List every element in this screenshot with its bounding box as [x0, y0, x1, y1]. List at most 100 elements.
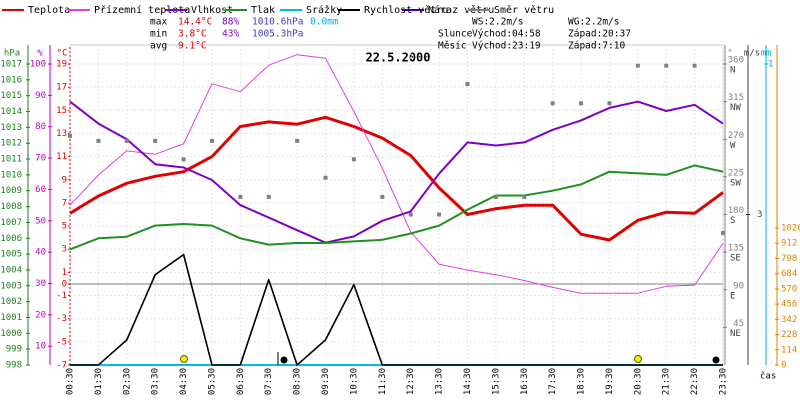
x-tick-label: 09:30 — [321, 368, 331, 395]
y-tick-label: 1017 — [0, 60, 22, 70]
marks — [26, 45, 779, 366]
y-tick-label: 0 — [781, 361, 786, 371]
direction-point — [692, 63, 697, 68]
y-tick-label: 1 — [768, 60, 773, 70]
compass-label: N — [730, 66, 735, 76]
stat-value: 9.1°C — [178, 41, 207, 52]
y-tick-label: 1011 — [0, 155, 22, 165]
y-tick-label: 1007 — [0, 218, 22, 228]
y-tick-label: 1001 — [0, 313, 22, 323]
y-tick-label: 456 — [781, 300, 797, 310]
x-tick-label: 22:30 — [690, 368, 700, 395]
stat-value: 1005.3hPa — [252, 29, 303, 40]
direction-point — [635, 63, 640, 68]
x-tick-label: 02:30 — [122, 368, 132, 395]
compass-label: SW — [730, 178, 741, 188]
stat-value: 88% — [222, 17, 239, 28]
y-tick-label: 1005 — [0, 250, 22, 260]
y-tick-label: 40 — [35, 248, 46, 258]
y-tick-label: 912 — [781, 239, 797, 249]
legend-label: Tlak — [251, 5, 275, 16]
x-tick-label: 07:30 — [264, 368, 274, 395]
sunset-marker — [634, 355, 642, 363]
x-tick-label: 15:30 — [491, 368, 501, 395]
direction-point — [437, 212, 442, 217]
y-tick-label: 45 — [733, 319, 744, 329]
x-tick-label: 10:30 — [349, 368, 359, 395]
y-tick-label: 1026 — [781, 223, 800, 233]
stat-value: avg — [150, 41, 167, 52]
compass-label: E — [730, 291, 735, 301]
stat-value: 0.0mm — [310, 17, 339, 28]
sunrise-marker — [180, 355, 188, 363]
axis-title: m/s — [744, 49, 760, 59]
y-tick-label: 315 — [728, 93, 744, 103]
compass-label: NE — [730, 329, 741, 339]
y-tick-label: -1 — [56, 291, 67, 301]
y-tick-label: 13 — [56, 129, 67, 139]
x-tick-label: 12:30 — [406, 368, 416, 395]
legend-label: Přízemní teplota — [94, 4, 190, 16]
moon-info: Západ:7:10 — [568, 41, 625, 52]
direction-point — [579, 101, 584, 106]
sun-info: Východ:04:58 — [472, 29, 541, 40]
y-tick-label: 90 — [733, 281, 744, 291]
y-tick-label: 1004 — [0, 265, 22, 275]
y-tick-label: -5 — [56, 337, 67, 347]
x-tick-label: 00:30 — [66, 368, 76, 395]
plot-area — [69, 44, 724, 366]
direction-point — [96, 138, 101, 143]
direction-point — [380, 194, 385, 199]
y-tick-label: 80 — [35, 122, 46, 132]
series-line — [69, 164, 724, 251]
chart-title: 22.5.2000 — [365, 51, 430, 65]
y-tick-label: 30 — [35, 279, 46, 289]
x-tick-label: 06:30 — [236, 368, 246, 395]
direction-point — [181, 157, 186, 162]
y-tick-label: 225 — [728, 168, 744, 178]
axis-title: ° — [727, 49, 732, 59]
direction-point — [153, 138, 158, 143]
y-tick-label: 70 — [35, 154, 46, 164]
direction-point — [323, 175, 328, 180]
direction-point — [124, 138, 129, 143]
direction-point — [209, 138, 214, 143]
x-tick-label: 01:30 — [94, 368, 104, 395]
direction-point — [721, 230, 725, 235]
x-tick-label: 03:30 — [151, 368, 161, 395]
y-tick-label: 1006 — [0, 234, 22, 244]
y-tick-label: 1009 — [0, 186, 22, 196]
x-tick-label: 08:30 — [293, 368, 303, 395]
y-tick-label: 50 — [35, 216, 46, 226]
y-tick-label: 11 — [56, 152, 67, 162]
y-tick-label: 3 — [62, 245, 67, 255]
x-tick-label: 23:30 — [719, 368, 729, 395]
y-tick-label: 998 — [6, 361, 22, 371]
y-tick-label: 684 — [781, 269, 797, 279]
x-tick-label: 19:30 — [605, 368, 615, 395]
y-tick-label: 1012 — [0, 139, 22, 149]
y-tick-label: 17 — [56, 83, 67, 93]
y-tick-label: 360 — [728, 56, 744, 66]
axis-title: hPa — [4, 49, 20, 59]
y-tick-label: 15 — [56, 106, 67, 116]
y-tick-label: 135 — [728, 244, 744, 254]
direction-point — [266, 194, 271, 199]
x-tick-label: 18:30 — [577, 368, 587, 395]
x-tick-label: 11:30 — [378, 368, 388, 395]
sun-info: Slunce — [438, 29, 473, 40]
legend-label: Vlhkost — [191, 5, 233, 16]
y-tick-label: 1003 — [0, 281, 22, 291]
stat-value: 3.8°C — [178, 29, 207, 40]
stat-value: max — [150, 17, 167, 28]
wind-info: WS:2.2m/s — [472, 17, 523, 28]
compass-label: NW — [730, 103, 741, 113]
y-tick-label: 570 — [781, 284, 797, 294]
direction-point — [607, 101, 612, 106]
y-tick-label: 7 — [62, 198, 67, 208]
y-tick-label: 9 — [62, 175, 67, 185]
y-tick-label: 19 — [56, 60, 67, 70]
y-tick-label: 228 — [781, 330, 797, 340]
direction-point — [465, 82, 470, 87]
